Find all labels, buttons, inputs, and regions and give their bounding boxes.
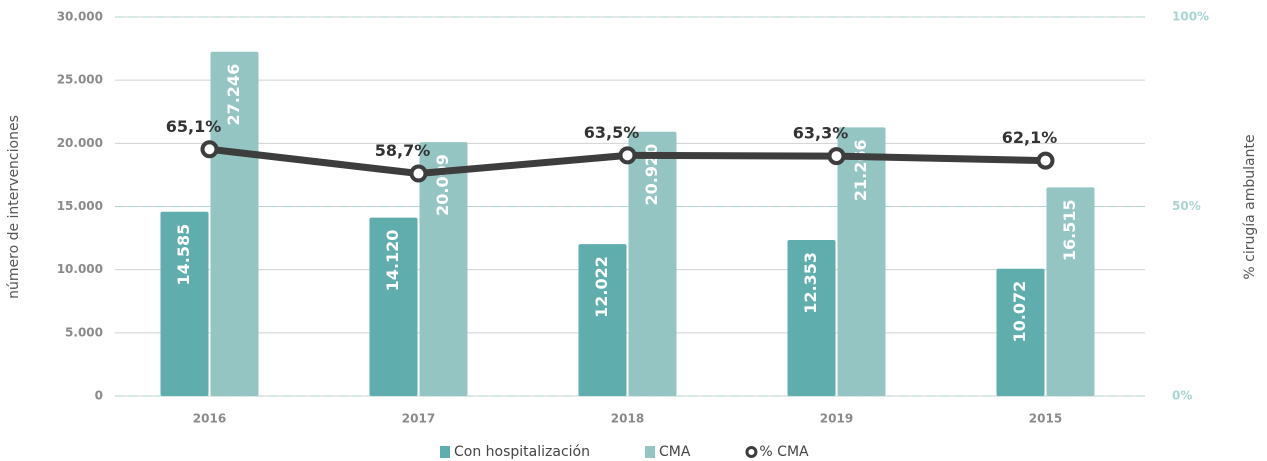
y2-tick-label: 50% [1172,199,1201,213]
bar [1046,187,1095,396]
y-tick-label: 10.000 [57,262,103,276]
y2-axis-label: % cirugía ambulante [1242,134,1258,279]
bar-value-label: 27.246 [224,64,243,126]
x-tick-label: 2018 [611,412,644,426]
y-tick-label: 15.000 [57,199,103,213]
x-tick-label: 2015 [1029,412,1062,426]
y-tick-label: 20.000 [57,136,103,150]
bar [419,142,468,396]
legend-label: Con hospitalización [454,444,590,460]
bar-value-label: 16.515 [1060,199,1079,261]
y-tick-label: 30.000 [57,10,103,24]
x-tick-label: 2016 [193,412,226,426]
point-label: 65,1% [166,117,222,136]
bar [787,239,836,396]
bar [578,244,627,396]
legend-marker [745,446,758,458]
y-tick-label: 0 [95,389,103,403]
bar-value-label: 14.585 [174,224,193,286]
bar-value-label: 14.120 [383,230,402,292]
bar-value-label: 20.099 [433,154,452,216]
legend-swatch [644,446,655,458]
point-label: 62,1% [1002,128,1058,147]
bar [996,268,1045,396]
line-point [1036,151,1055,170]
bar-value-label: 10.072 [1010,281,1029,343]
legend-label: CMA [659,444,691,460]
y-axis-label: número de intervenciones [6,115,22,299]
y2-tick-label: 0% [1172,389,1192,403]
point-label: 58,7% [375,141,431,160]
y-tick-label: 25.000 [57,73,103,87]
y-tick-label: 5.000 [65,325,103,339]
legend-swatch [440,446,450,458]
point-label: 63,5% [584,123,640,142]
bar [628,131,677,396]
bar [160,211,209,396]
bar [210,51,259,396]
bar-value-label: 20.920 [642,144,661,206]
y2-tick-label: 100% [1172,10,1209,24]
line-point [409,164,428,183]
legend-label: % CMA [759,444,809,460]
bar [837,127,886,396]
x-tick-label: 2019 [820,412,853,426]
bar [369,217,418,396]
x-tick-label: 2017 [402,412,435,426]
bar-value-label: 12.022 [592,256,611,318]
bar-value-label: 21.266 [851,139,870,201]
line-point [200,140,219,159]
bar-value-label: 12.353 [801,252,820,314]
point-label: 63,3% [793,124,849,143]
line-point [618,146,637,165]
line-point [827,147,846,166]
